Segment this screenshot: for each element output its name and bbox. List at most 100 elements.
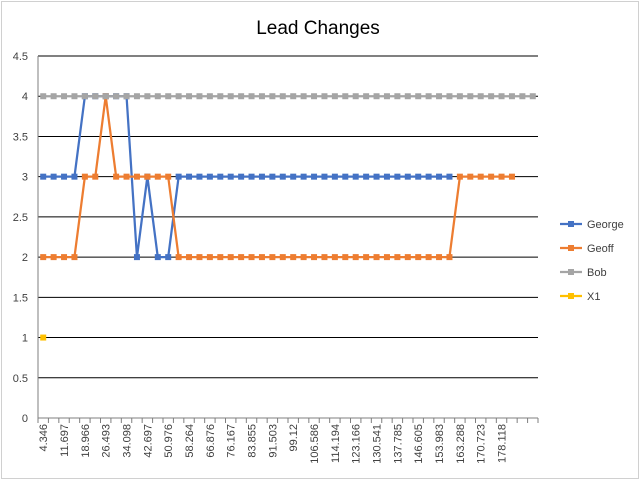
x-tick-label: 178.118 bbox=[497, 424, 509, 463]
data-point bbox=[394, 254, 401, 261]
data-point bbox=[133, 93, 140, 100]
data-point bbox=[363, 173, 370, 180]
data-point bbox=[383, 254, 390, 261]
data-point bbox=[217, 173, 224, 180]
data-point bbox=[227, 173, 234, 180]
data-point bbox=[40, 334, 47, 341]
data-point bbox=[269, 93, 276, 100]
data-point bbox=[186, 93, 193, 100]
data-point bbox=[404, 93, 411, 100]
data-point bbox=[279, 93, 286, 100]
data-point bbox=[40, 173, 47, 180]
legend-item: Bob bbox=[560, 267, 607, 279]
x-tick-label: 106.586 bbox=[309, 424, 321, 464]
series-bob bbox=[40, 93, 536, 100]
data-point bbox=[102, 93, 109, 100]
y-tick-label: 2 bbox=[22, 252, 28, 264]
data-point bbox=[165, 173, 172, 180]
data-point bbox=[227, 93, 234, 100]
data-point bbox=[290, 173, 297, 180]
x-tick-label: 163.288 bbox=[455, 424, 467, 464]
data-point bbox=[425, 93, 432, 100]
data-point bbox=[217, 93, 224, 100]
data-point bbox=[404, 254, 411, 261]
gridlines bbox=[37, 55, 538, 419]
data-point bbox=[446, 93, 453, 100]
x-tick-label: 146.605 bbox=[413, 424, 425, 464]
x-tick-label: 66.876 bbox=[205, 424, 217, 458]
data-point bbox=[488, 173, 495, 180]
data-point bbox=[415, 254, 422, 261]
data-point bbox=[269, 254, 276, 261]
data-point bbox=[300, 254, 307, 261]
y-tick-label: 3.5 bbox=[13, 131, 28, 143]
data-point bbox=[425, 173, 432, 180]
data-point bbox=[352, 173, 359, 180]
y-tick-label: 1 bbox=[22, 333, 28, 345]
x-tick-label: 58.264 bbox=[184, 424, 196, 458]
data-point bbox=[50, 93, 57, 100]
data-point bbox=[71, 93, 78, 100]
data-point bbox=[519, 93, 526, 100]
data-point bbox=[40, 254, 47, 261]
data-point bbox=[508, 93, 515, 100]
data-point bbox=[154, 173, 161, 180]
x-tick-label: 4.346 bbox=[38, 424, 50, 452]
data-point bbox=[196, 93, 203, 100]
data-point bbox=[175, 173, 182, 180]
data-point bbox=[175, 254, 182, 261]
data-point bbox=[321, 254, 328, 261]
data-point bbox=[425, 254, 432, 261]
series-geoff bbox=[40, 93, 515, 261]
data-point bbox=[92, 173, 99, 180]
data-point bbox=[238, 173, 245, 180]
data-point bbox=[154, 93, 161, 100]
data-point bbox=[206, 173, 213, 180]
legend-item: Geoff bbox=[560, 243, 615, 255]
data-point bbox=[238, 93, 245, 100]
data-point bbox=[352, 93, 359, 100]
data-point bbox=[165, 254, 172, 261]
legend-item: George bbox=[560, 219, 624, 231]
data-point bbox=[40, 93, 47, 100]
x-tick-label: 114.194 bbox=[330, 424, 342, 463]
data-point bbox=[488, 93, 495, 100]
x-tick-label: 137.785 bbox=[392, 424, 404, 464]
data-point bbox=[456, 173, 463, 180]
y-tick-label: 2.5 bbox=[13, 212, 28, 224]
data-point bbox=[238, 254, 245, 261]
data-point bbox=[81, 173, 88, 180]
data-point bbox=[71, 173, 78, 180]
data-point bbox=[113, 173, 120, 180]
data-point bbox=[373, 93, 380, 100]
series-x1 bbox=[40, 334, 47, 341]
x-tick-label: 91.503 bbox=[267, 424, 279, 458]
data-point bbox=[321, 93, 328, 100]
x-tick-label: 26.493 bbox=[101, 424, 113, 458]
data-point bbox=[383, 173, 390, 180]
legend-item: X1 bbox=[560, 291, 600, 303]
data-point bbox=[248, 254, 255, 261]
data-point bbox=[311, 173, 318, 180]
chart-title: Lead Changes bbox=[256, 18, 380, 39]
x-tick-label: 50.976 bbox=[163, 424, 175, 458]
data-point bbox=[436, 173, 443, 180]
data-point bbox=[50, 254, 57, 261]
data-point bbox=[508, 173, 515, 180]
data-point bbox=[133, 173, 140, 180]
data-point bbox=[436, 93, 443, 100]
legend: George Geoff Bob X1 bbox=[560, 219, 624, 303]
data-point bbox=[113, 93, 120, 100]
legend-marker bbox=[568, 221, 574, 227]
data-point bbox=[92, 93, 99, 100]
data-point bbox=[258, 173, 265, 180]
x-tick-label: 83.855 bbox=[247, 424, 259, 458]
data-point bbox=[61, 173, 68, 180]
y-tick-label: 1.5 bbox=[13, 292, 28, 304]
legend-marker bbox=[568, 293, 574, 299]
data-point bbox=[477, 173, 484, 180]
legend-label: George bbox=[587, 219, 624, 231]
data-point bbox=[342, 93, 349, 100]
x-tick-label: 130.541 bbox=[372, 424, 384, 464]
